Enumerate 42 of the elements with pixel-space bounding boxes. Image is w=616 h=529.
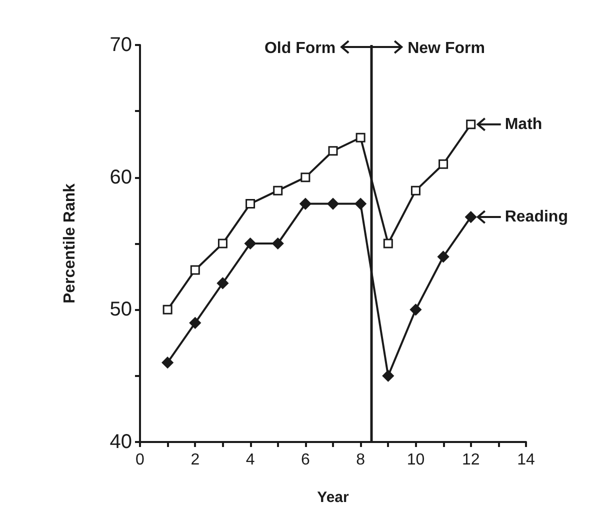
point [300,172,310,182]
y-tick-label: 50 [110,298,132,321]
point [162,356,174,368]
y-tick-label: 40 [110,431,132,453]
point [354,198,366,210]
y-tick-label: 70 [110,34,132,56]
point [410,186,420,196]
point [328,146,338,156]
point [190,265,200,275]
point [244,238,256,250]
point [356,132,366,142]
y-tick-label: 60 [110,166,132,188]
x-tick-label: 0 [136,452,145,468]
annotation: New Form [408,40,485,57]
point [438,250,450,262]
point [465,211,477,223]
point [189,317,201,329]
point [383,238,393,248]
x-tick-label: 6 [300,452,310,468]
point [327,198,339,210]
x-tick-label: 2 [190,452,200,468]
x-tick-label: 12 [462,452,480,468]
y-axis-title: Percentile Rank [62,183,78,304]
point [162,304,172,314]
x-tick-label: 14 [517,452,535,468]
point [382,370,394,382]
legend-label: Reading [504,208,568,226]
point [218,238,228,248]
point [246,199,256,209]
x-tick-label: 10 [406,452,425,468]
point [466,120,476,130]
x-tick-label: 8 [356,452,366,468]
point [216,277,228,289]
point [438,159,448,169]
point [272,238,284,250]
annotation: Old Form [264,40,336,57]
legend-label: Math [504,116,542,133]
point [300,198,312,210]
point [410,304,422,316]
x-tick-label: 4 [246,452,255,468]
x-axis-title: Year [317,489,350,506]
point [273,186,283,196]
